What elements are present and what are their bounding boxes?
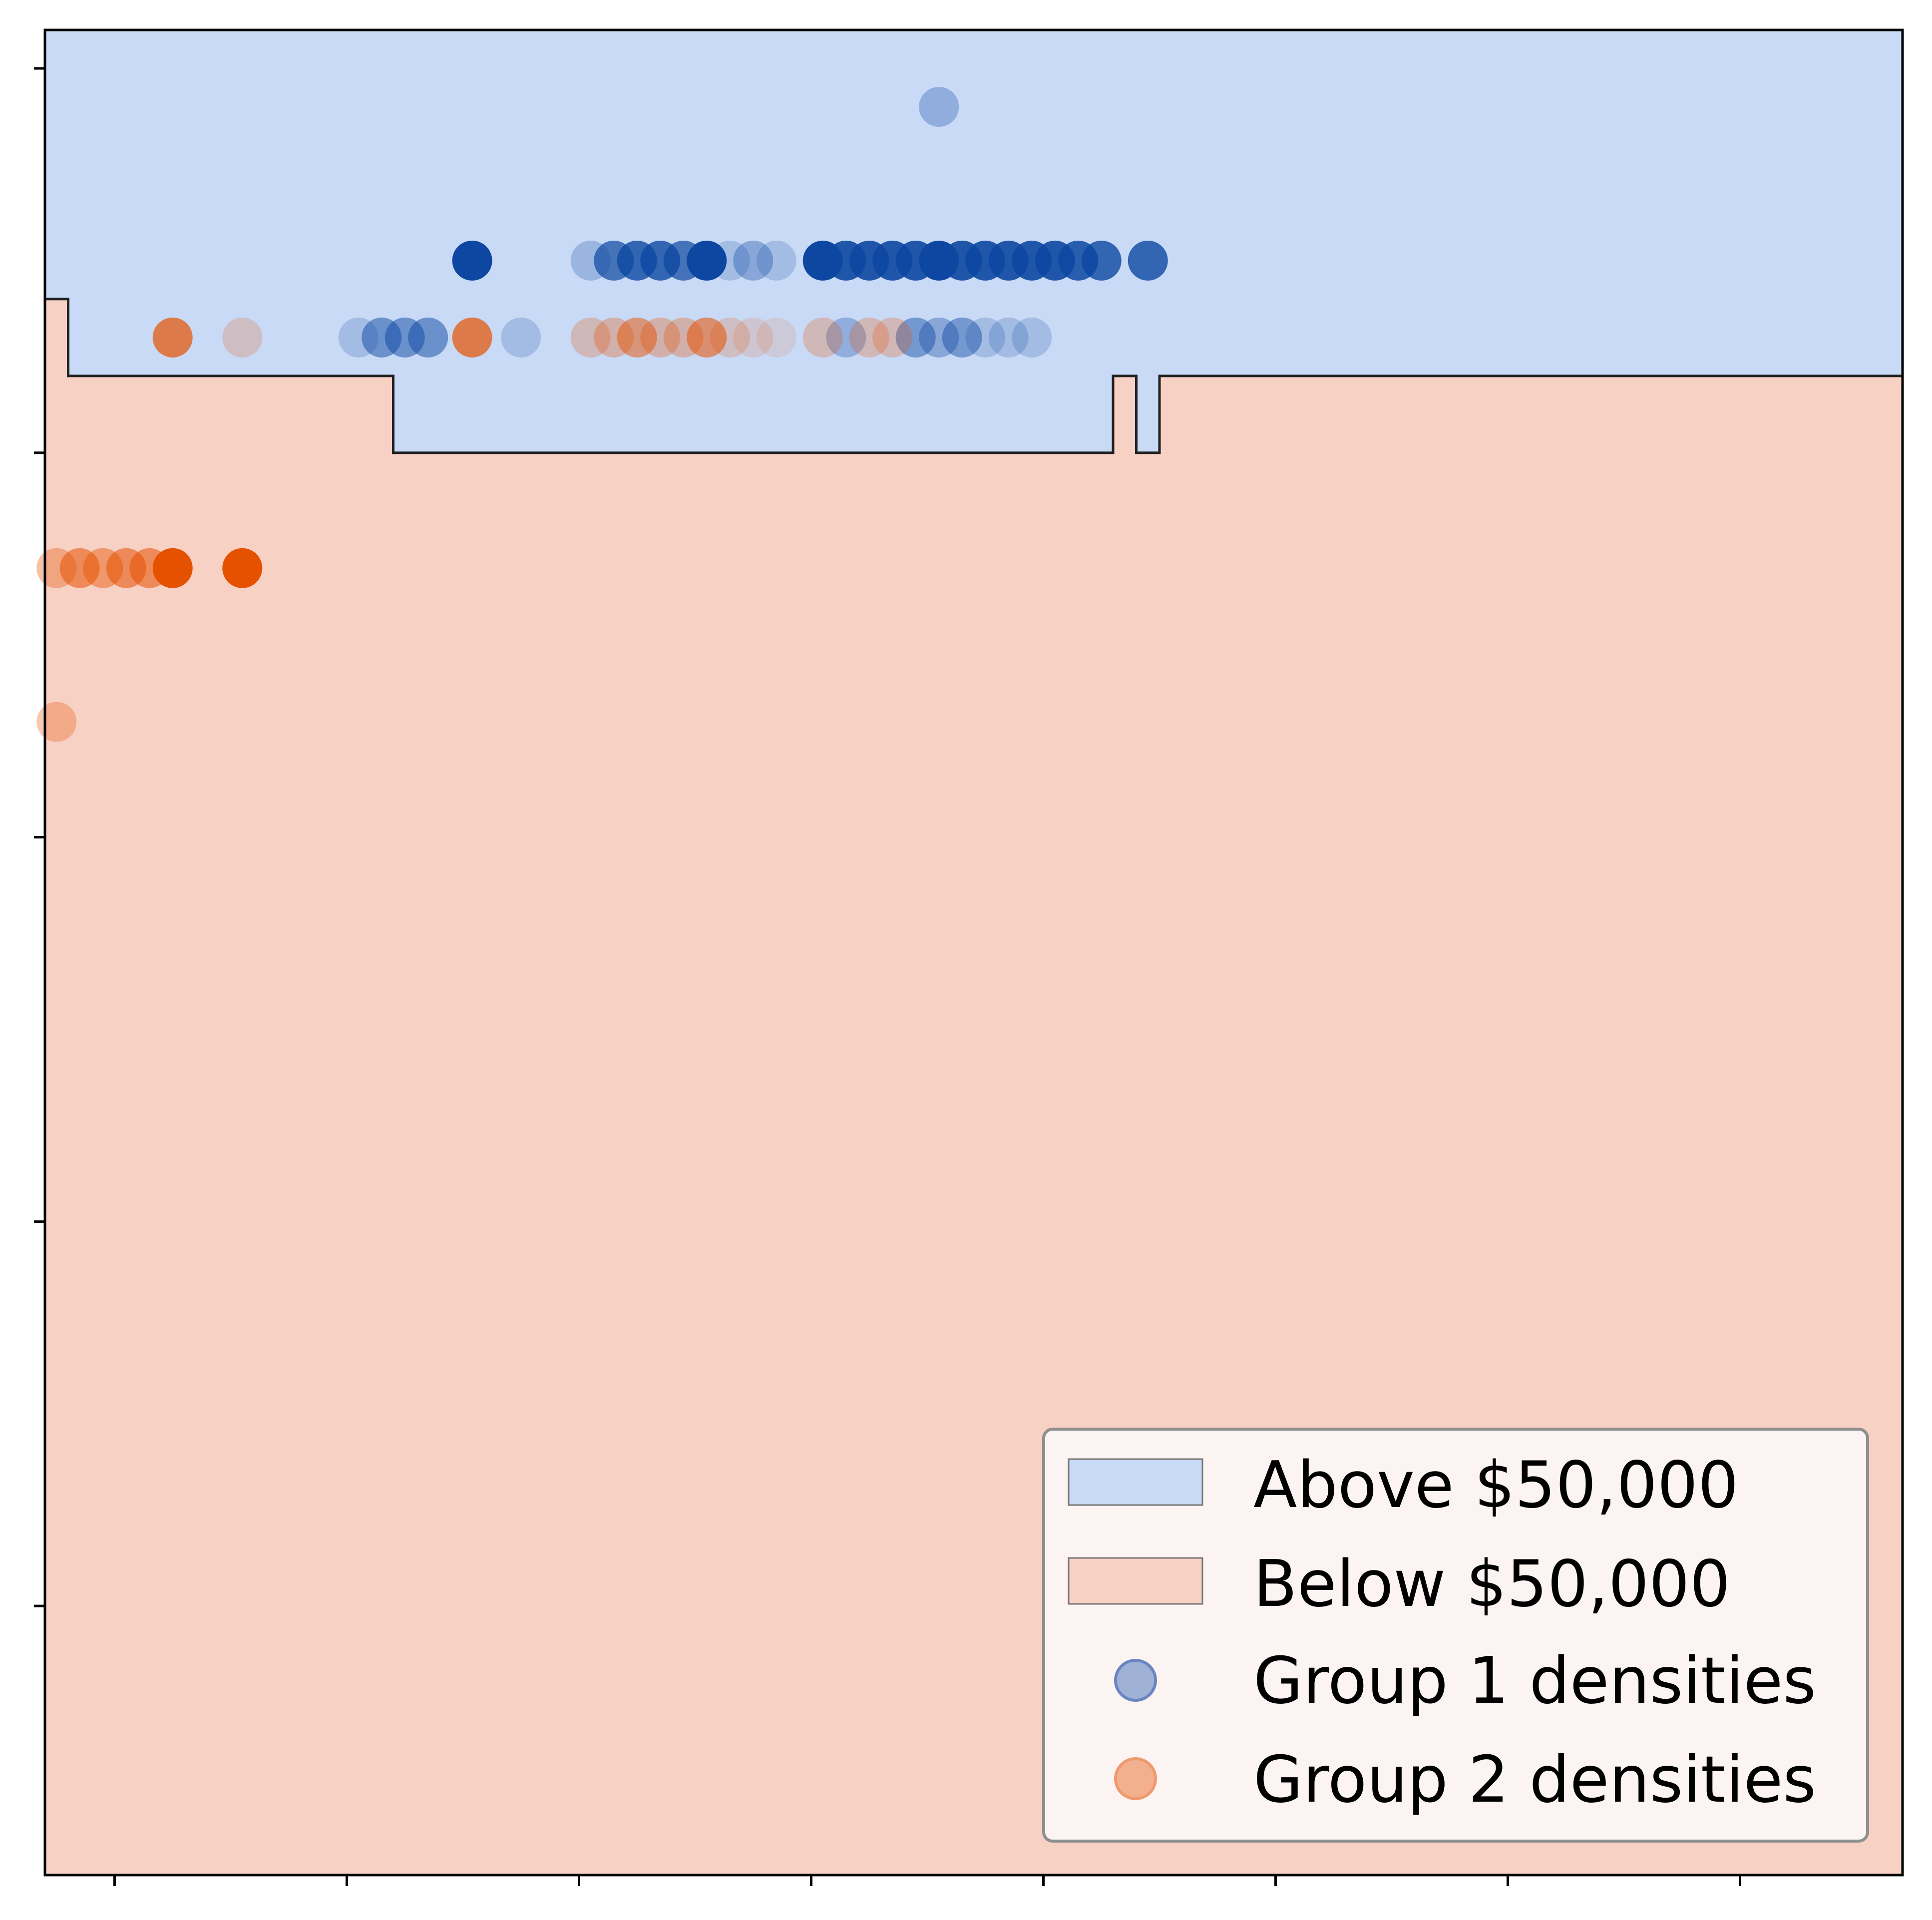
decision-boundary [45,298,1903,454]
series-1-point-35 [965,317,1006,358]
series-2-point-6 [617,317,657,358]
legend-label-above: Above $50,000 [1253,1448,1739,1523]
series-1-point-25 [1128,240,1168,281]
series-1-point-1 [919,86,959,127]
legend-label-group1: Group 1 densities [1253,1644,1816,1718]
legend-marker-group1 [1114,1659,1157,1702]
series-1-point-32 [895,317,936,358]
series-1-point-29 [408,317,448,358]
region-above [45,30,1903,453]
legend-box [1042,1428,1869,1843]
series-1-point-31 [826,317,866,358]
series-2-point-3 [452,317,492,358]
series-1-point-2 [452,240,492,281]
series-1-point-9 [710,240,750,281]
plot-frame [43,28,1904,1877]
series-1-point-10 [733,240,773,281]
legend-label-below: Below $50,000 [1253,1547,1730,1621]
series-2-point-12 [756,317,796,358]
series-2-point-17 [59,548,100,588]
series-2-point-2 [222,317,263,358]
legend-swatch-below [1068,1557,1203,1605]
x-axis-ticks [113,1875,1741,1886]
series-2-point-4 [570,317,611,358]
series-1-point-8 [687,240,727,281]
legend: Above $50,000 Below $50,000 Group 1 dens… [1042,1428,1869,1843]
series-1-point-33 [919,317,959,358]
y-axis-ticks [34,67,45,1607]
legend-label-group2: Group 2 densities [1253,1743,1816,1817]
series-1-point-11 [756,240,796,281]
series-1-point-37 [1012,317,1052,358]
legend-marker-group2 [1114,1757,1157,1800]
series-1-point-34 [942,317,982,358]
legend-swatch-above [1068,1458,1203,1506]
series-2-point-7 [640,317,681,358]
series-1-point-36 [988,317,1029,358]
series-2-point-21 [152,548,193,588]
series-2-point-13 [802,317,843,358]
series-2-point-15 [872,317,913,358]
series-2-point-9 [687,317,727,358]
series-2-point-1 [152,317,193,358]
series-2-point-10 [710,317,750,358]
series-2-point-22 [222,548,263,588]
scatter-points [36,86,1168,742]
series-1-point-24 [1081,240,1122,281]
series-2-point-14 [849,317,889,358]
series-1-point-30 [501,317,541,358]
series-2-point-23 [36,702,77,742]
series-2-point-11 [733,317,773,358]
